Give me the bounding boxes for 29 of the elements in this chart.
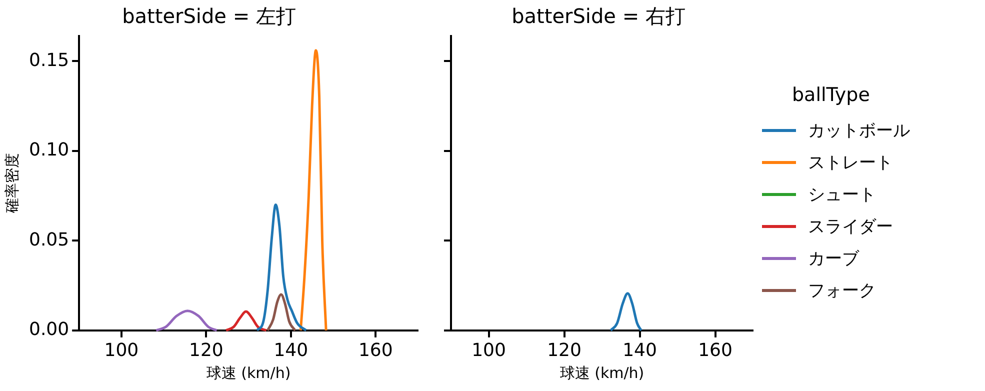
x-axis-title: 球速 (km/h) bbox=[206, 364, 291, 382]
chart-title: batterSide = 左打 bbox=[122, 4, 296, 28]
legend-label: フォーク bbox=[808, 280, 876, 302]
legend-label: ストレート bbox=[808, 152, 893, 174]
x-tick-label: 160 bbox=[358, 340, 393, 361]
x-tick-label: 100 bbox=[104, 340, 139, 361]
x-tick-label: 140 bbox=[622, 340, 657, 361]
line-series bbox=[224, 310, 268, 332]
x-tick-label: 160 bbox=[698, 340, 732, 361]
line-series bbox=[299, 49, 328, 332]
x-tick-label: 120 bbox=[547, 340, 582, 361]
x-tick-label: 100 bbox=[472, 340, 506, 361]
x-tick-label: 140 bbox=[274, 340, 308, 361]
legend-label: カットボール bbox=[808, 120, 910, 142]
y-tick-label: 0.15 bbox=[29, 50, 70, 71]
y-tick-label: 0.05 bbox=[29, 229, 70, 250]
line-series bbox=[266, 293, 296, 332]
chart-title: batterSide = 右打 bbox=[512, 4, 686, 28]
legend-label: スライダー bbox=[808, 216, 893, 238]
legend-label: シュート bbox=[808, 184, 876, 206]
legend-title: ballType bbox=[792, 84, 871, 106]
x-axis-title: 球速 (km/h) bbox=[560, 364, 644, 382]
y-axis-title: 確率密度 bbox=[2, 153, 21, 214]
y-tick-label: 0.00 bbox=[29, 319, 70, 340]
line-series bbox=[154, 310, 218, 332]
legend-label: カーブ bbox=[808, 248, 859, 270]
x-tick-label: 120 bbox=[188, 340, 224, 361]
y-tick-label: 0.10 bbox=[29, 140, 70, 161]
line-series bbox=[256, 203, 308, 332]
